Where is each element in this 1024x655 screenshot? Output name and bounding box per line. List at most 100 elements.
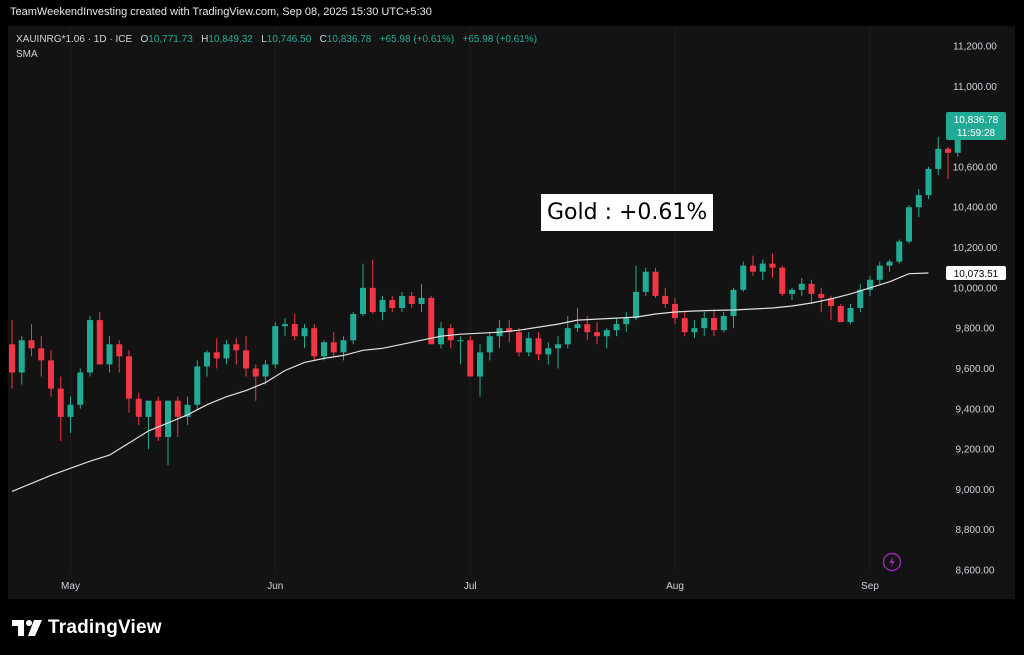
- candle[interactable]: [67, 396, 74, 433]
- candle[interactable]: [594, 322, 600, 345]
- candle[interactable]: [272, 322, 279, 369]
- candle[interactable]: [915, 189, 922, 218]
- candle[interactable]: [798, 277, 805, 296]
- candle[interactable]: [106, 336, 113, 373]
- candle[interactable]: [321, 340, 327, 361]
- candle[interactable]: [535, 332, 542, 361]
- candle[interactable]: [330, 332, 337, 357]
- candle[interactable]: [496, 320, 503, 349]
- candle[interactable]: [360, 263, 366, 317]
- candle[interactable]: [184, 396, 191, 425]
- candle[interactable]: [194, 360, 201, 409]
- candle[interactable]: [847, 303, 854, 325]
- symbol-label[interactable]: XAUINRG*1.06 · 1D · ICE: [16, 34, 133, 45]
- candle[interactable]: [672, 297, 678, 325]
- candle[interactable]: [135, 392, 142, 425]
- candle[interactable]: [642, 267, 649, 296]
- candle[interactable]: [369, 259, 376, 315]
- candle[interactable]: [750, 255, 756, 276]
- candle[interactable]: [876, 261, 883, 284]
- lightning-icon[interactable]: [882, 552, 902, 572]
- candle[interactable]: [525, 332, 532, 357]
- candle[interactable]: [213, 338, 220, 369]
- candle[interactable]: [155, 396, 162, 442]
- candle[interactable]: [291, 314, 298, 341]
- candle[interactable]: [48, 350, 54, 397]
- candle[interactable]: [633, 265, 639, 321]
- candle[interactable]: [282, 318, 288, 337]
- candle[interactable]: [438, 322, 444, 349]
- candle[interactable]: [730, 287, 737, 329]
- candle[interactable]: [740, 261, 747, 292]
- candle[interactable]: [886, 259, 893, 272]
- candle[interactable]: [57, 376, 64, 442]
- candle[interactable]: [38, 336, 45, 377]
- candle[interactable]: [399, 291, 405, 313]
- candle[interactable]: [623, 312, 630, 333]
- candle[interactable]: [652, 267, 659, 298]
- candle[interactable]: [603, 328, 610, 349]
- candle[interactable]: [389, 295, 396, 313]
- candle[interactable]: [28, 324, 35, 357]
- candle[interactable]: [311, 324, 318, 361]
- candle[interactable]: [174, 396, 181, 437]
- candle[interactable]: [457, 336, 464, 365]
- candle[interactable]: [711, 310, 717, 337]
- sma-legend-label[interactable]: SMA: [16, 49, 38, 60]
- candle[interactable]: [808, 279, 815, 304]
- candle[interactable]: [301, 324, 308, 349]
- candle[interactable]: [828, 295, 834, 321]
- tradingview-brand[interactable]: TradingView: [12, 616, 162, 640]
- candle[interactable]: [340, 336, 347, 361]
- candle[interactable]: [691, 320, 698, 339]
- candle[interactable]: [867, 275, 873, 296]
- annotation-text[interactable]: Gold : +0.61%: [541, 194, 714, 231]
- candle[interactable]: [545, 342, 552, 365]
- candle[interactable]: [896, 239, 903, 264]
- candle[interactable]: [720, 312, 727, 333]
- candle[interactable]: [555, 336, 561, 369]
- candle[interactable]: [428, 295, 435, 345]
- candle[interactable]: [379, 295, 386, 321]
- candle[interactable]: [87, 316, 93, 377]
- candle[interactable]: [935, 136, 942, 175]
- candle[interactable]: [204, 350, 210, 377]
- candle[interactable]: [701, 312, 708, 337]
- candle[interactable]: [116, 340, 123, 373]
- candle[interactable]: [418, 283, 425, 313]
- candle[interactable]: [662, 287, 669, 308]
- candle[interactable]: [681, 312, 688, 337]
- candle[interactable]: [945, 146, 951, 180]
- candle[interactable]: [252, 364, 259, 401]
- candle[interactable]: [613, 318, 620, 337]
- candle[interactable]: [564, 316, 571, 349]
- candle[interactable]: [408, 291, 415, 308]
- candle[interactable]: [77, 368, 84, 409]
- candle[interactable]: [467, 336, 474, 377]
- candle[interactable]: [818, 287, 825, 313]
- candle[interactable]: [350, 312, 357, 345]
- candle[interactable]: [906, 205, 912, 244]
- candle[interactable]: [789, 287, 795, 300]
- candle[interactable]: [233, 338, 240, 365]
- candle[interactable]: [925, 166, 932, 200]
- candle[interactable]: [779, 265, 786, 296]
- candle[interactable]: [837, 303, 844, 323]
- candle[interactable]: [9, 320, 15, 389]
- candle[interactable]: [243, 336, 249, 377]
- candle[interactable]: [262, 360, 269, 385]
- candle[interactable]: [126, 350, 132, 413]
- candle[interactable]: [165, 400, 171, 466]
- candle[interactable]: [477, 344, 483, 397]
- candle[interactable]: [759, 259, 766, 280]
- candle[interactable]: [145, 400, 152, 450]
- candle[interactable]: [516, 328, 522, 357]
- candle[interactable]: [857, 283, 864, 313]
- candle[interactable]: [96, 312, 103, 365]
- candle[interactable]: [18, 336, 25, 385]
- candle[interactable]: [486, 332, 493, 361]
- candle[interactable]: [447, 324, 454, 349]
- candle[interactable]: [769, 253, 776, 278]
- candle[interactable]: [223, 340, 230, 365]
